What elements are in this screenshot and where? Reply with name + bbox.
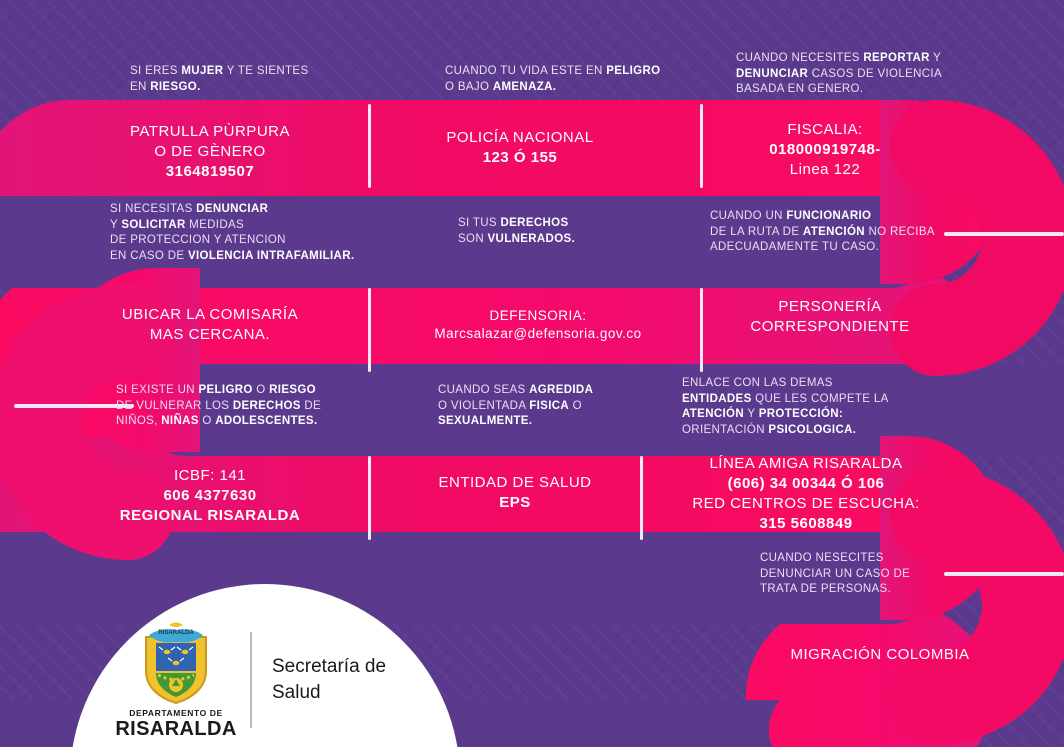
item-line-1: 018000919748- bbox=[769, 141, 881, 158]
divider-row1-col2 bbox=[700, 104, 703, 188]
caption-fiscalia: CUANDO NECESITES REPORTAR Y DENUNCIAR CAS… bbox=[736, 52, 942, 95]
logo-divider bbox=[250, 631, 252, 728]
risaralda-crest: RISARALDA DEPARTAMENTO DE RISARALDA bbox=[115, 619, 236, 740]
divider-row1-col1 bbox=[368, 104, 371, 188]
item-line-0: MIGRACIÓN COLOMBIA bbox=[790, 646, 970, 663]
crest-ribbon-label: RISARALDA bbox=[158, 630, 194, 636]
caption-icbf: SI EXISTE UN PELIGRO O RIESGO DE VULNERAR… bbox=[116, 384, 322, 427]
caption-defensoria: SI TUS DERECHOS SON VULNERADOS. bbox=[458, 217, 576, 245]
item-migracion: MIGRACIÓN COLOMBIA bbox=[760, 645, 1000, 665]
divider-turn-left-1 bbox=[14, 404, 134, 408]
item-line-1: (606) 34 00344 Ó 106 bbox=[727, 475, 885, 492]
item-line-2: REGIONAL RISARALDA bbox=[119, 507, 301, 524]
item-line-0: LÍNEA AMIGA RISARALDA bbox=[709, 455, 903, 472]
item-salud: ENTIDAD DE SALUD EPS bbox=[370, 473, 660, 513]
item-line-1: EPS bbox=[499, 494, 531, 511]
item-fiscalia: FISCALIA: 018000919748- Linea 122 bbox=[700, 120, 950, 180]
item-policia: POLICÍA NACIONAL 123 Ó 155 bbox=[370, 128, 670, 168]
item-line-1: 123 Ó 155 bbox=[482, 149, 558, 166]
caption-policia: CUANDO TU VIDA ESTE EN PELIGRO O BAJO AME… bbox=[445, 65, 661, 93]
divider-row2-col2 bbox=[700, 288, 703, 372]
item-line-0: UBICAR LA COMISARÍA bbox=[121, 306, 299, 323]
caption-comisaria: SI NECESITAS DENUNCIAR Y SOLICITAR MEDIDA… bbox=[110, 203, 355, 262]
item-line-1: 606 4377630 bbox=[163, 487, 257, 504]
item-line-1: Marcsalazar@defensoria.gov.co bbox=[434, 326, 642, 341]
logo-lockup: RISARALDA DEPARTAMENTO DE RISARALDA Secr… bbox=[115, 612, 442, 747]
caption-linea-amiga: ENLACE CON LAS DEMAS ENTIDADES QUE LES CO… bbox=[682, 377, 889, 436]
item-line-0: FISCALIA: bbox=[787, 121, 863, 138]
item-personeria: PERSONERÍA CORRESPONDIENTE bbox=[700, 297, 960, 337]
item-line-0: POLICÍA NACIONAL bbox=[446, 129, 594, 146]
item-line-1: CORRESPONDIENTE bbox=[750, 318, 910, 335]
divider-row2-col1 bbox=[368, 288, 371, 372]
coat-of-arms-icon: RISARALDA bbox=[145, 622, 207, 705]
item-line-2: RED CENTROS DE ESCUCHA: bbox=[692, 495, 920, 512]
item-line-0: PATRULLA PÙRPURA bbox=[130, 123, 290, 140]
divider-row3-col1 bbox=[368, 456, 371, 540]
item-patrulla: PATRULLA PÙRPURA O DE GÈNERO 3164819507 bbox=[60, 122, 360, 182]
item-defensoria: DEFENSORIA: Marcsalazar@defensoria.gov.co bbox=[378, 307, 698, 343]
caption-salud: CUANDO SEAS AGREDIDA O VIOLENTADA FISICA … bbox=[438, 384, 594, 427]
divider-turn-right-2 bbox=[944, 572, 1064, 576]
item-line-2: Linea 122 bbox=[789, 161, 861, 178]
divider-row3-col2 bbox=[640, 456, 643, 540]
caption-migracion: CUANDO NESECITES DENUNCIAR UN CASO DE TRAT… bbox=[760, 552, 911, 595]
item-line-0: PERSONERÍA bbox=[778, 298, 882, 315]
divider-turn-right-1 bbox=[944, 232, 1064, 236]
item-linea-amiga: LÍNEA AMIGA RISARALDA (606) 34 00344 Ó 10… bbox=[646, 454, 966, 534]
crest-caption-top: DEPARTAMENTO DE bbox=[129, 708, 223, 718]
caption-patrulla: SI ERES MUJER Y TE SIENTES EN RIESGO. bbox=[130, 65, 309, 93]
item-line-1: MAS CERCANA. bbox=[149, 326, 271, 343]
item-icbf: ICBF: 141 606 4377630 REGIONAL RISARALDA bbox=[60, 466, 360, 526]
item-line-2: 3164819507 bbox=[165, 163, 255, 180]
item-comisaria: UBICAR LA COMISARÍA MAS CERCANA. bbox=[60, 305, 360, 345]
caption-personeria: CUANDO UN FUNCIONARIO DE LA RUTA DE ATENC… bbox=[710, 210, 935, 253]
item-line-0: DEFENSORIA: bbox=[489, 308, 587, 323]
org-name: Secretaría de Salud bbox=[272, 655, 387, 703]
item-line-0: ICBF: 141 bbox=[173, 467, 247, 484]
crest-caption-bottom: RISARALDA bbox=[115, 718, 237, 740]
item-line-0: ENTIDAD DE SALUD bbox=[438, 474, 592, 491]
item-line-3: 315 5608849 bbox=[759, 515, 853, 532]
item-line-1: O DE GÈNERO bbox=[154, 143, 266, 160]
